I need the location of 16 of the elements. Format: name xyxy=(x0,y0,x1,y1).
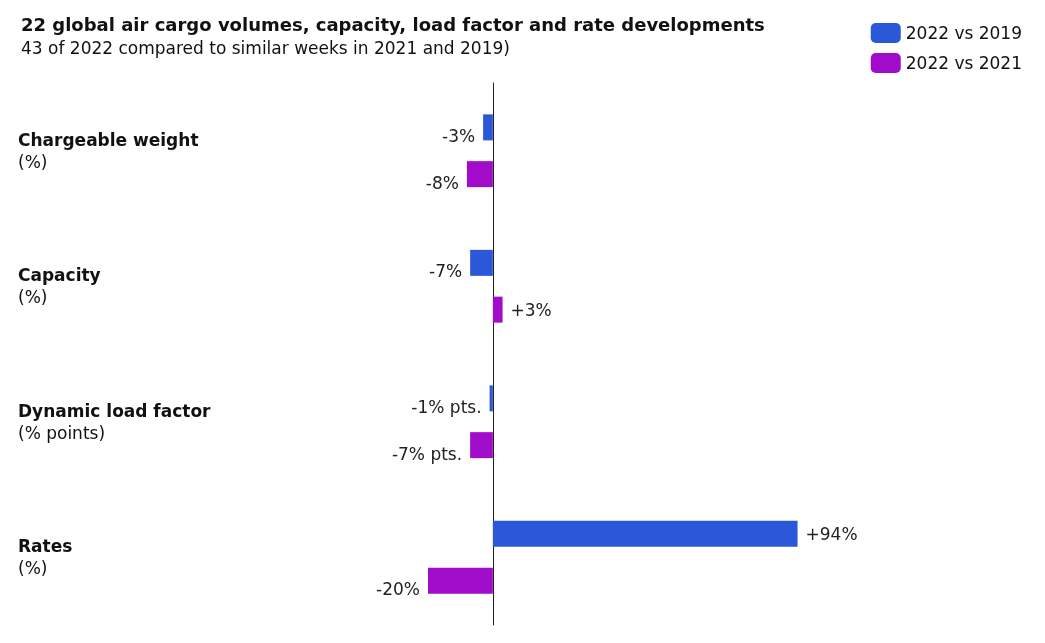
legend-label: 2022 vs 2021 xyxy=(905,53,1023,73)
data-label: -3% xyxy=(442,125,476,146)
y-tick-label: Rates (%) xyxy=(18,536,73,579)
y-tick-label: Capacity (%) xyxy=(18,265,101,308)
data-label: -20% xyxy=(376,579,420,600)
text: 43 of 2022 compared to similar weeks in 2021 and 2019) xyxy=(21,37,510,58)
y-tick-label: Dynamic load factor (% points) xyxy=(18,400,212,443)
y-tick-label: Chargeable weight (%) xyxy=(18,129,199,172)
chart-title: 22 global air cargo volumes, capacity, load factor and rate developments xyxy=(21,13,765,35)
data-label: -1% pts. xyxy=(411,396,482,417)
data-label: -7% pts. xyxy=(391,443,463,464)
legend-label: 2022 vs 2019 xyxy=(905,23,1023,43)
data-label: +94% xyxy=(805,523,858,544)
data-label: +3% xyxy=(510,299,552,320)
data-label: -7% xyxy=(429,261,463,282)
data-label: -8% xyxy=(425,172,459,193)
